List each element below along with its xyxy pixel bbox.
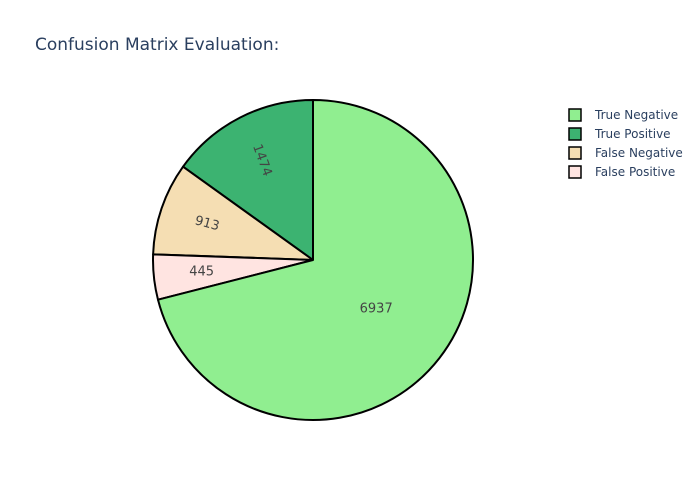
legend-item-false-negative[interactable]: False Negative: [568, 146, 683, 160]
pie-slices: [152, 99, 474, 421]
legend-item-true-positive[interactable]: True Positive: [568, 127, 671, 141]
chart-title: Confusion Matrix Evaluation:: [35, 35, 279, 55]
legend-swatch-true-positive: [568, 127, 582, 141]
legend-item-false-positive[interactable]: False Positive: [568, 165, 675, 179]
legend-label-true-positive: True Positive: [594, 127, 671, 141]
legend-label-false-negative: False Negative: [595, 146, 683, 160]
legend-swatch-true-negative: [568, 108, 582, 122]
legend-label-true-negative: True Negative: [594, 108, 678, 122]
slice-value-label-false-negative: 913: [193, 213, 221, 234]
legend-label-false-positive: False Positive: [595, 165, 675, 179]
legend-item-true-negative[interactable]: True Negative: [568, 108, 678, 122]
pie-slice-false-negative[interactable]: [152, 165, 314, 261]
pie-slice-true-positive[interactable]: [182, 99, 314, 261]
pie-slice-true-negative[interactable]: [157, 99, 474, 421]
legend[interactable]: True Negative True Positive False Negative…: [568, 108, 683, 179]
legend-swatch-false-positive: [568, 165, 582, 179]
slice-value-label-false-positive: 445: [189, 265, 214, 280]
slice-value-label-true-negative: 6937: [360, 302, 393, 317]
legend-swatch-false-negative: [568, 146, 582, 160]
